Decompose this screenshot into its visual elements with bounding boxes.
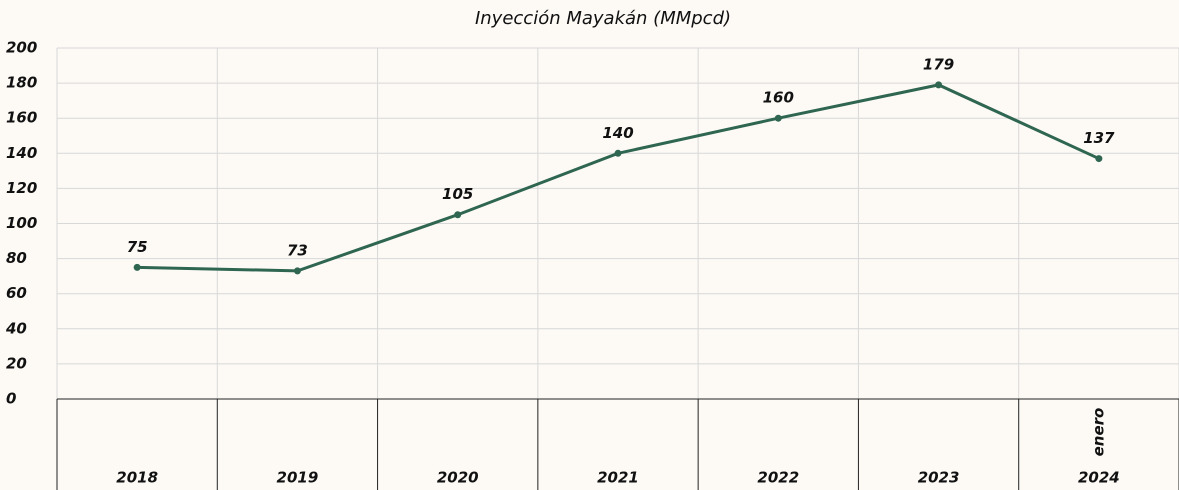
y-tick-label: 0 xyxy=(6,390,16,408)
x-tick-label: 2023 xyxy=(918,469,960,487)
y-tick-label: 20 xyxy=(6,354,27,372)
data-label: 137 xyxy=(1083,129,1115,147)
x-tick-label: 2021 xyxy=(597,469,639,487)
y-tick-label: 140 xyxy=(6,144,37,162)
x-tick-label: 2019 xyxy=(277,469,319,487)
data-label: 140 xyxy=(602,124,633,142)
y-tick-label: 120 xyxy=(6,179,37,197)
data-label: 105 xyxy=(442,185,473,203)
point xyxy=(614,149,622,157)
data-label: 160 xyxy=(763,89,794,107)
data-label: 179 xyxy=(923,55,954,73)
point xyxy=(133,263,141,271)
point xyxy=(1095,155,1103,163)
y-tick-label: 60 xyxy=(6,284,27,302)
x-tick-label: 2020 xyxy=(437,469,479,487)
data-label: 75 xyxy=(127,238,148,256)
x-tick-label: 2018 xyxy=(116,469,158,487)
y-tick-label: 180 xyxy=(6,74,37,92)
y-tick-label: 160 xyxy=(6,109,37,127)
y-tick-label: 100 xyxy=(6,214,37,232)
point xyxy=(935,81,943,89)
chart-title: Inyección Mayakán (MMpcd) xyxy=(475,8,731,29)
data-label: 73 xyxy=(287,241,308,259)
annotation: enero xyxy=(1089,408,1107,457)
point xyxy=(454,211,462,219)
x-tick-label: 2022 xyxy=(757,469,799,487)
point xyxy=(293,267,301,275)
y-tick-label: 80 xyxy=(6,249,27,267)
y-tick-label: 200 xyxy=(6,39,37,57)
x-tick-label: 2024 xyxy=(1078,469,1120,487)
point xyxy=(774,114,782,122)
y-tick-label: 40 xyxy=(5,319,27,337)
